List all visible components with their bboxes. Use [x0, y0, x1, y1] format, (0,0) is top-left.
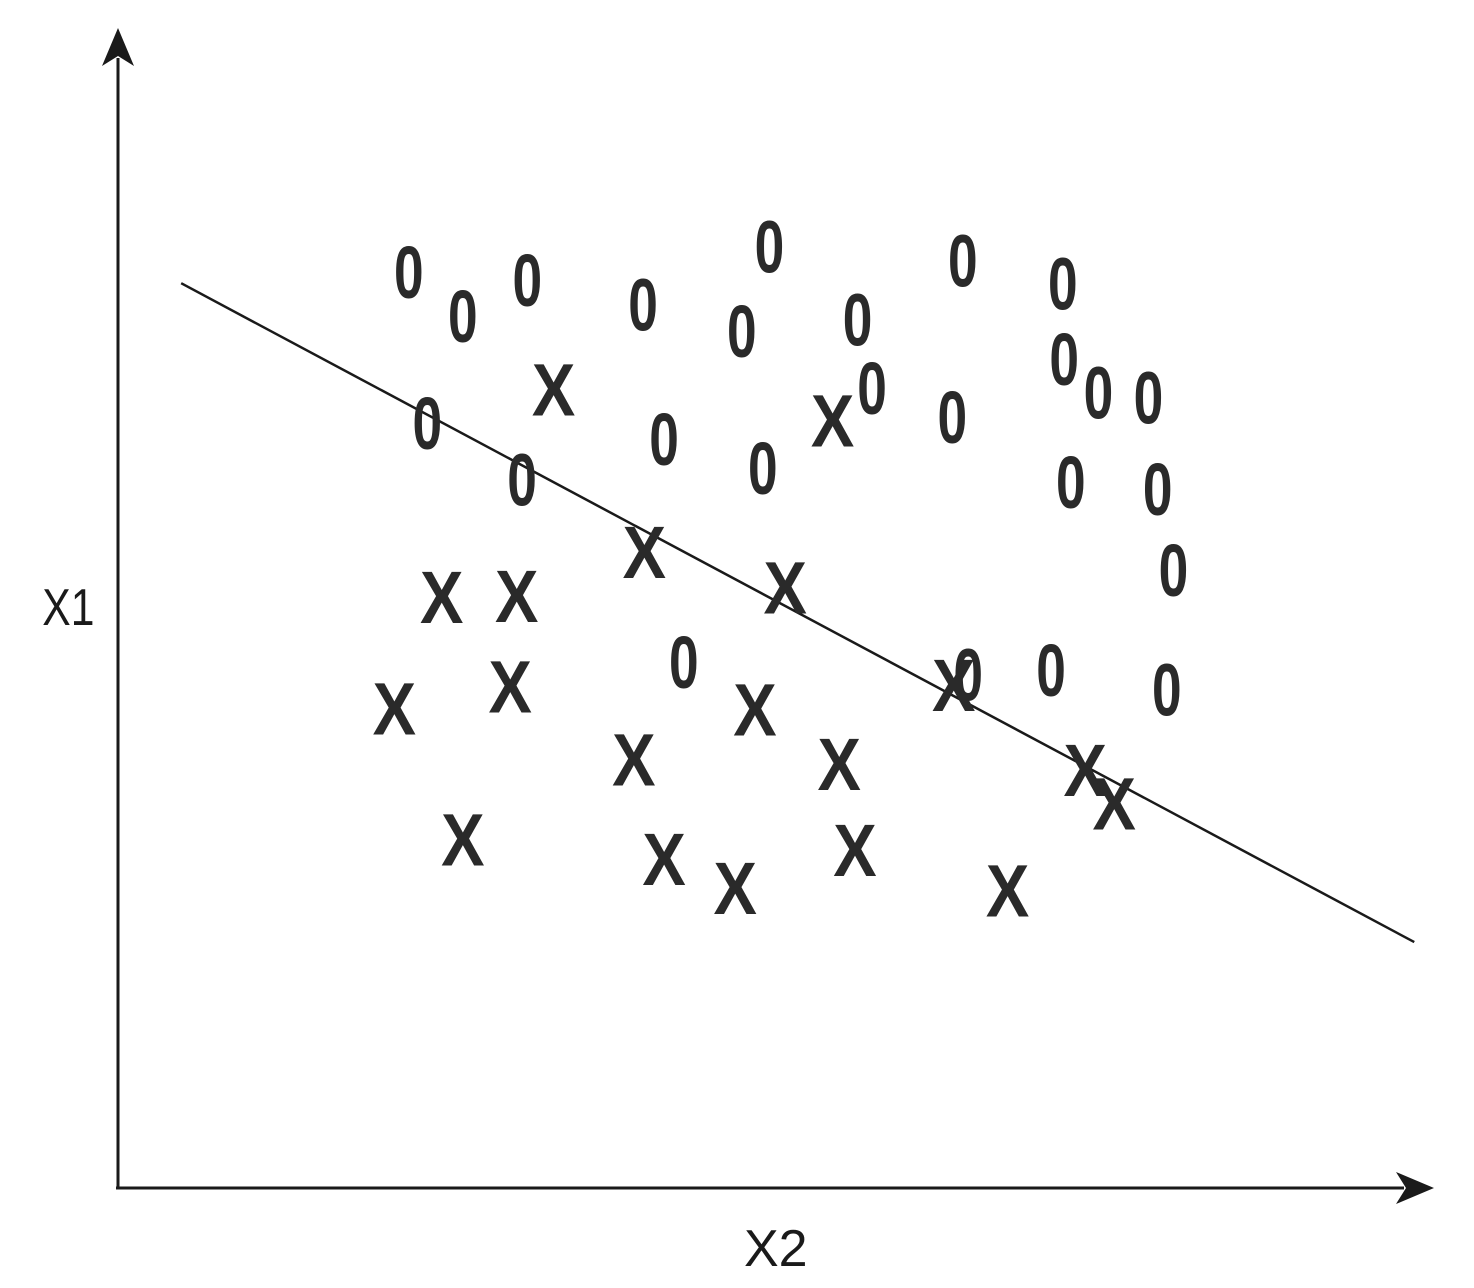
point-x-17: X	[833, 809, 876, 892]
point-o-8: 0	[948, 220, 978, 303]
point-o-18: 0	[1056, 441, 1086, 524]
point-x-16: X	[713, 847, 756, 930]
point-o-13: 0	[649, 398, 679, 481]
point-x-5: X	[420, 556, 463, 639]
point-x-19: X	[1092, 763, 1135, 846]
y-axis-label: X1	[42, 579, 94, 637]
point-o-21: 0	[1152, 649, 1182, 732]
point-x-1: X	[532, 349, 575, 432]
point-o-4: 0	[628, 264, 658, 347]
point-x-10: X	[733, 669, 776, 752]
point-x-13: X	[1064, 729, 1107, 812]
point-o-5: 0	[727, 291, 757, 374]
point-o-9: 0	[1048, 243, 1078, 326]
point-x-18: X	[986, 850, 1029, 933]
point-x-9: X	[612, 719, 655, 802]
point-o-3: 0	[512, 240, 542, 323]
point-o-2: 0	[448, 276, 478, 359]
point-o-7: 0	[843, 279, 873, 362]
x-axis-arrowhead	[1396, 1172, 1434, 1204]
point-o-10: 0	[1084, 352, 1114, 435]
point-x-4: X	[763, 547, 806, 630]
point-x-2: X	[811, 380, 854, 463]
point-o-6: 0	[755, 206, 785, 289]
point-o-16: 0	[938, 376, 968, 459]
point-o-17: 0	[1049, 318, 1079, 401]
point-o-19: 0	[1143, 448, 1173, 531]
x-axis-label: X2	[744, 1220, 808, 1278]
point-o-1: 0	[394, 231, 424, 314]
point-o-20: 0	[1134, 357, 1164, 440]
point-o-12: 0	[507, 439, 537, 522]
point-x-14: X	[441, 799, 484, 882]
point-o-11: 0	[412, 382, 442, 465]
decision-boundary-line	[180, 282, 1415, 944]
point-x-15: X	[642, 818, 685, 901]
point-o-25: 0	[1159, 530, 1189, 613]
point-x-11: X	[932, 644, 975, 727]
point-x-8: X	[373, 668, 416, 751]
point-o-22: 0	[669, 621, 699, 704]
point-x-6: X	[495, 555, 538, 638]
y-axis-arrowhead	[102, 28, 134, 66]
point-o-14: 0	[748, 427, 778, 510]
point-x-12: X	[817, 723, 860, 806]
point-o-24: 0	[1036, 629, 1066, 712]
point-x-7: X	[488, 645, 531, 728]
point-x-3: X	[623, 511, 666, 594]
point-o-23: 0	[953, 634, 983, 717]
point-o-15: 0	[857, 347, 887, 430]
